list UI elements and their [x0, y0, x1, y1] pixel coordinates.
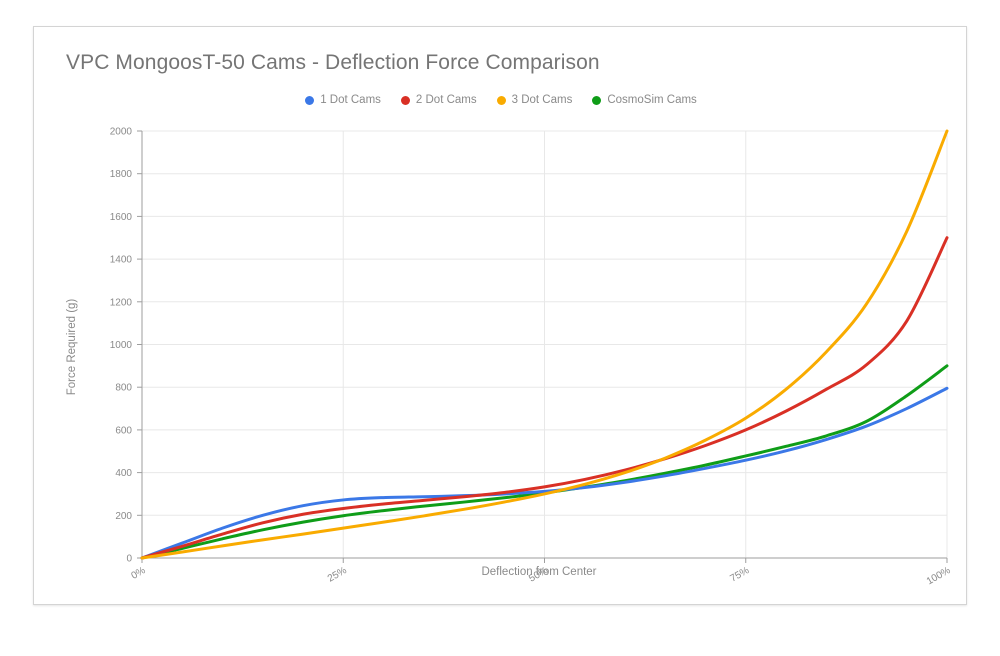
series-paths [140, 129, 949, 560]
legend-swatch-icon [400, 95, 410, 105]
series-line [140, 386, 949, 560]
y-tick-label: 2000 [110, 127, 133, 138]
legend-item-label: 3 Dot Cams [511, 94, 573, 106]
y-tick-label: 0 [126, 554, 132, 565]
y-axis-title: Force Required (g) [66, 299, 78, 396]
x-tick-label: 0% [129, 565, 147, 582]
y-tick-label: 1000 [110, 340, 133, 351]
line-chart-plot: 0 200 400 600 800 1000 1200 1400 1600 1800 2000 0%… [66, 127, 953, 588]
y-axis-ticks: 0 200 400 600 800 1000 1200 1400 1600 1800 2000 [110, 127, 142, 565]
y-tick-label: 800 [115, 383, 132, 394]
y-tick-label: 600 [115, 425, 132, 436]
legend-item-label: CosmoSim Cams [607, 94, 697, 106]
chart-title: VPC MongoosT-50 Cams - Deflection Force … [66, 51, 600, 74]
y-tick-label: 400 [115, 468, 132, 479]
legend-item[interactable]: CosmoSim Cams [592, 94, 697, 106]
legend-item[interactable]: 1 Dot Cams [305, 94, 381, 106]
legend-item-label: 2 Dot Cams [415, 94, 477, 106]
legend-swatch-icon [305, 95, 315, 105]
legend-swatch-icon [592, 95, 602, 105]
chart-legend: 1 Dot Cams 2 Dot Cams 3 Dot Cams CosmoSim C… [34, 94, 968, 106]
legend-item[interactable]: 2 Dot Cams [400, 94, 477, 106]
y-tick-label: 1200 [110, 297, 133, 308]
series-line [140, 236, 949, 560]
x-tick-label: 100% [925, 565, 953, 587]
series-line [140, 129, 949, 560]
legend-item[interactable]: 3 Dot Cams [496, 94, 573, 106]
x-tick-label: 25% [326, 565, 349, 585]
y-tick-label: 1800 [110, 169, 133, 180]
y-tick-label: 1400 [110, 255, 133, 266]
legend-item-label: 1 Dot Cams [320, 94, 381, 106]
x-axis-title: Deflection from Center [481, 566, 596, 578]
chart-card: VPC MongoosT-50 Cams - Deflection Force … [33, 26, 967, 605]
y-tick-label: 200 [115, 511, 132, 522]
x-tick-label: 75% [728, 565, 751, 585]
legend-swatch-icon [496, 95, 506, 105]
y-tick-label: 1600 [110, 212, 133, 223]
